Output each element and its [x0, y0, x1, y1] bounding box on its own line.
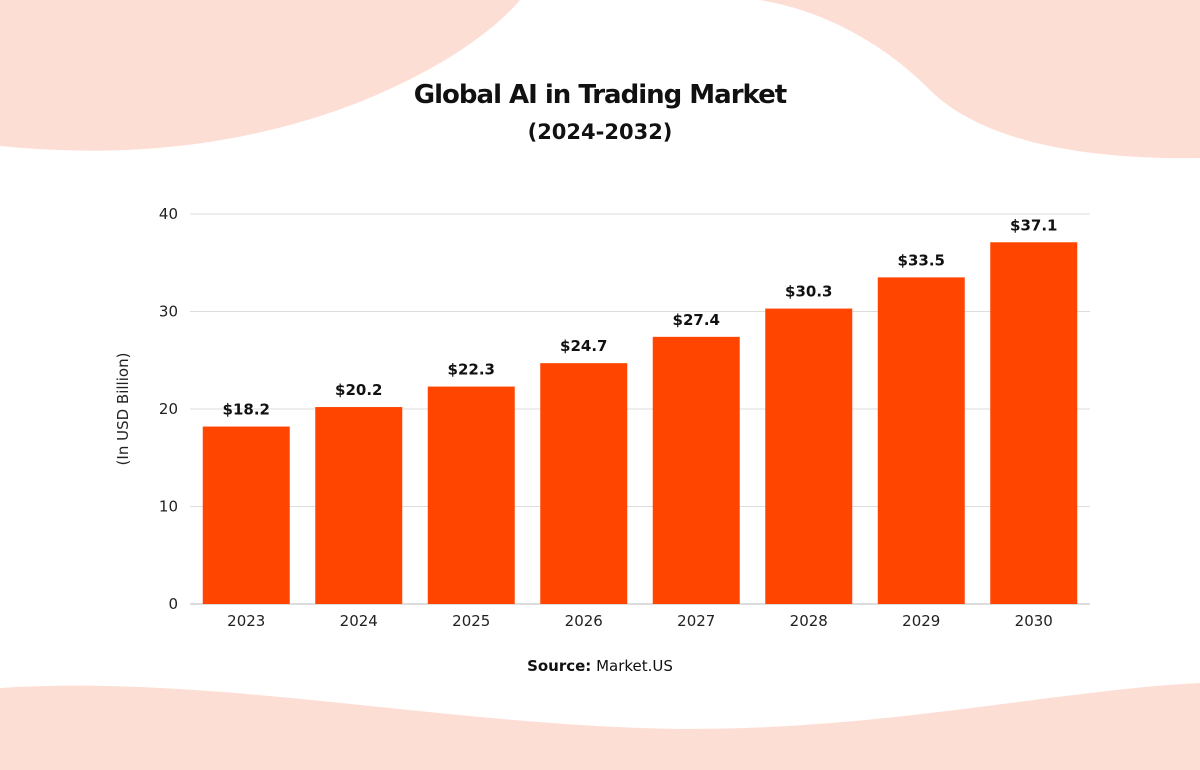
- bar-2026: [540, 363, 628, 604]
- source-value: Market.US: [596, 657, 673, 675]
- data-label: $20.2: [335, 381, 382, 399]
- x-tick-label: 2025: [452, 612, 490, 630]
- data-label: $37.1: [1010, 216, 1057, 234]
- bar-2027: [652, 336, 740, 604]
- top-right-wave: [760, 0, 1200, 159]
- bar-2024: [315, 407, 403, 604]
- x-tick-label: 2027: [677, 612, 715, 630]
- data-label: $33.5: [898, 251, 945, 269]
- y-tick-label: 40: [159, 205, 178, 223]
- data-label: $18.2: [223, 401, 270, 419]
- y-tick-label: 10: [159, 498, 178, 516]
- y-tick-label: 20: [159, 400, 178, 418]
- data-label: $27.4: [673, 311, 720, 329]
- top-left-wave: [0, 0, 520, 151]
- bar-2023: [202, 426, 290, 604]
- bottom-wave: [0, 683, 1200, 770]
- data-label: $24.7: [560, 337, 607, 355]
- chart-title: Global AI in Trading Market: [413, 80, 787, 110]
- bar-2030: [990, 242, 1078, 604]
- y-tick-label: 30: [159, 303, 178, 321]
- data-label: $30.3: [785, 283, 832, 301]
- x-tick-label: 2023: [227, 612, 265, 630]
- x-tick-label: 2030: [1015, 612, 1053, 630]
- x-tick-label: 2028: [790, 612, 828, 630]
- y-tick-label: 0: [168, 595, 178, 613]
- source-label: Source:: [527, 657, 592, 675]
- chart-subtitle: (2024-2032): [527, 120, 673, 144]
- bar-2029: [877, 277, 965, 604]
- y-axis-label: (In USD Billion): [114, 353, 132, 466]
- x-tick-label: 2024: [340, 612, 378, 630]
- x-tick-label: 2026: [565, 612, 603, 630]
- data-label: $22.3: [448, 361, 495, 379]
- bar-2028: [765, 308, 853, 604]
- bar-2025: [427, 386, 515, 604]
- x-tick-label: 2029: [902, 612, 940, 630]
- source-note: Source: Market.US: [0, 657, 1200, 675]
